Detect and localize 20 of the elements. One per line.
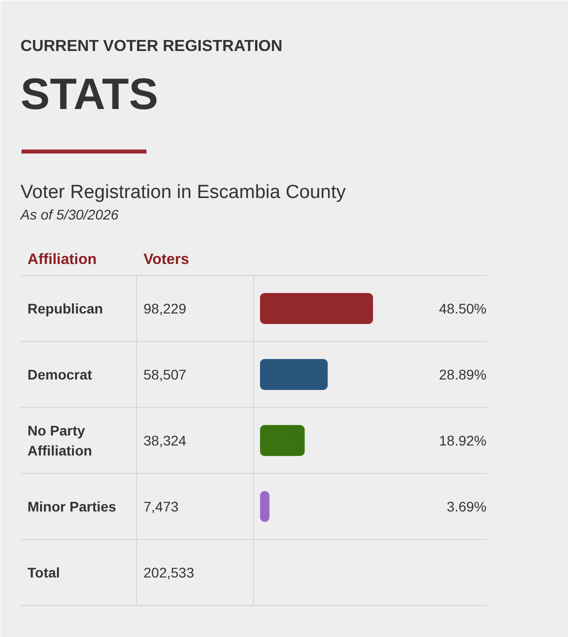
y-tick-label: Republican <box>28 300 103 316</box>
text: 58,507 <box>144 366 187 382</box>
y-axis-title: Affiliation <box>28 251 97 268</box>
y-tick-label: Democrat <box>28 366 92 382</box>
data-label: 28.89% <box>439 366 486 382</box>
text: 98,229 <box>144 300 187 316</box>
text: 202,533 <box>144 564 194 580</box>
data-label: 3.69% <box>446 498 487 514</box>
y-tick-label: Total <box>28 564 60 580</box>
text: Voters <box>144 251 190 268</box>
text: 38,324 <box>144 432 187 448</box>
text: STATS <box>20 70 158 119</box>
text: CURRENT VOTER REGISTRATION <box>20 38 282 55</box>
text: As of 5/30/2026 <box>20 206 119 222</box>
data-label: 18.92% <box>439 432 486 448</box>
data-label: 48.50% <box>439 300 486 316</box>
chart-title: Voter Registration in Escambia County <box>20 182 346 203</box>
y-tick-label: Minor Parties <box>28 498 116 514</box>
y-tick-label: No Party Affiliation <box>28 422 92 458</box>
text: 7,473 <box>144 498 179 514</box>
